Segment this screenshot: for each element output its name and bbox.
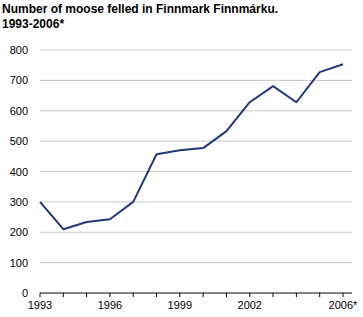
x-tick-label: 1999 — [168, 299, 192, 311]
x-tick — [296, 293, 297, 297]
y-tick-label: 700 — [10, 74, 28, 86]
x-tick — [343, 293, 344, 297]
title: Number of moose felled in Finnmark Finnm… — [2, 2, 278, 16]
x-tick — [249, 293, 250, 297]
grid-line — [40, 80, 352, 81]
x-tick — [179, 293, 180, 297]
x-tick — [133, 293, 134, 297]
y-tick-label: 0 — [22, 287, 28, 299]
x-tick-label: 1996 — [98, 299, 122, 311]
subtitle: 1993-2006* — [2, 17, 64, 31]
x-tick — [203, 293, 204, 297]
y-tick-label: 300 — [10, 196, 28, 208]
x-tick — [40, 293, 41, 297]
grid-line — [40, 141, 352, 142]
x-tick-label: 1993 — [28, 299, 52, 311]
x-tick — [156, 293, 157, 297]
grid-line — [40, 232, 352, 233]
chart: Number of moose felled in Finnmark Finnm… — [0, 0, 363, 317]
x-tick-label: 2006* — [329, 299, 358, 311]
line — [40, 64, 343, 229]
grid-line — [40, 50, 352, 51]
grid-line — [40, 201, 352, 202]
y-tick-label: 400 — [10, 166, 28, 178]
y-tick-label: 800 — [10, 44, 28, 56]
x-tick-label: 2002 — [238, 299, 262, 311]
x-tick — [109, 293, 110, 297]
grid-line — [40, 171, 352, 172]
plot-area — [40, 64, 343, 229]
x-tick — [63, 293, 64, 297]
grid-line — [40, 262, 352, 263]
y-tick-label: 600 — [10, 105, 28, 117]
y-tick-label: 500 — [10, 135, 28, 147]
grid-line — [40, 110, 352, 111]
y-tick-label: 100 — [10, 257, 28, 269]
y-tick-label: 200 — [10, 226, 28, 238]
x-tick — [86, 293, 87, 297]
x-tick — [273, 293, 274, 297]
x-tick — [226, 293, 227, 297]
x-tick — [319, 293, 320, 297]
